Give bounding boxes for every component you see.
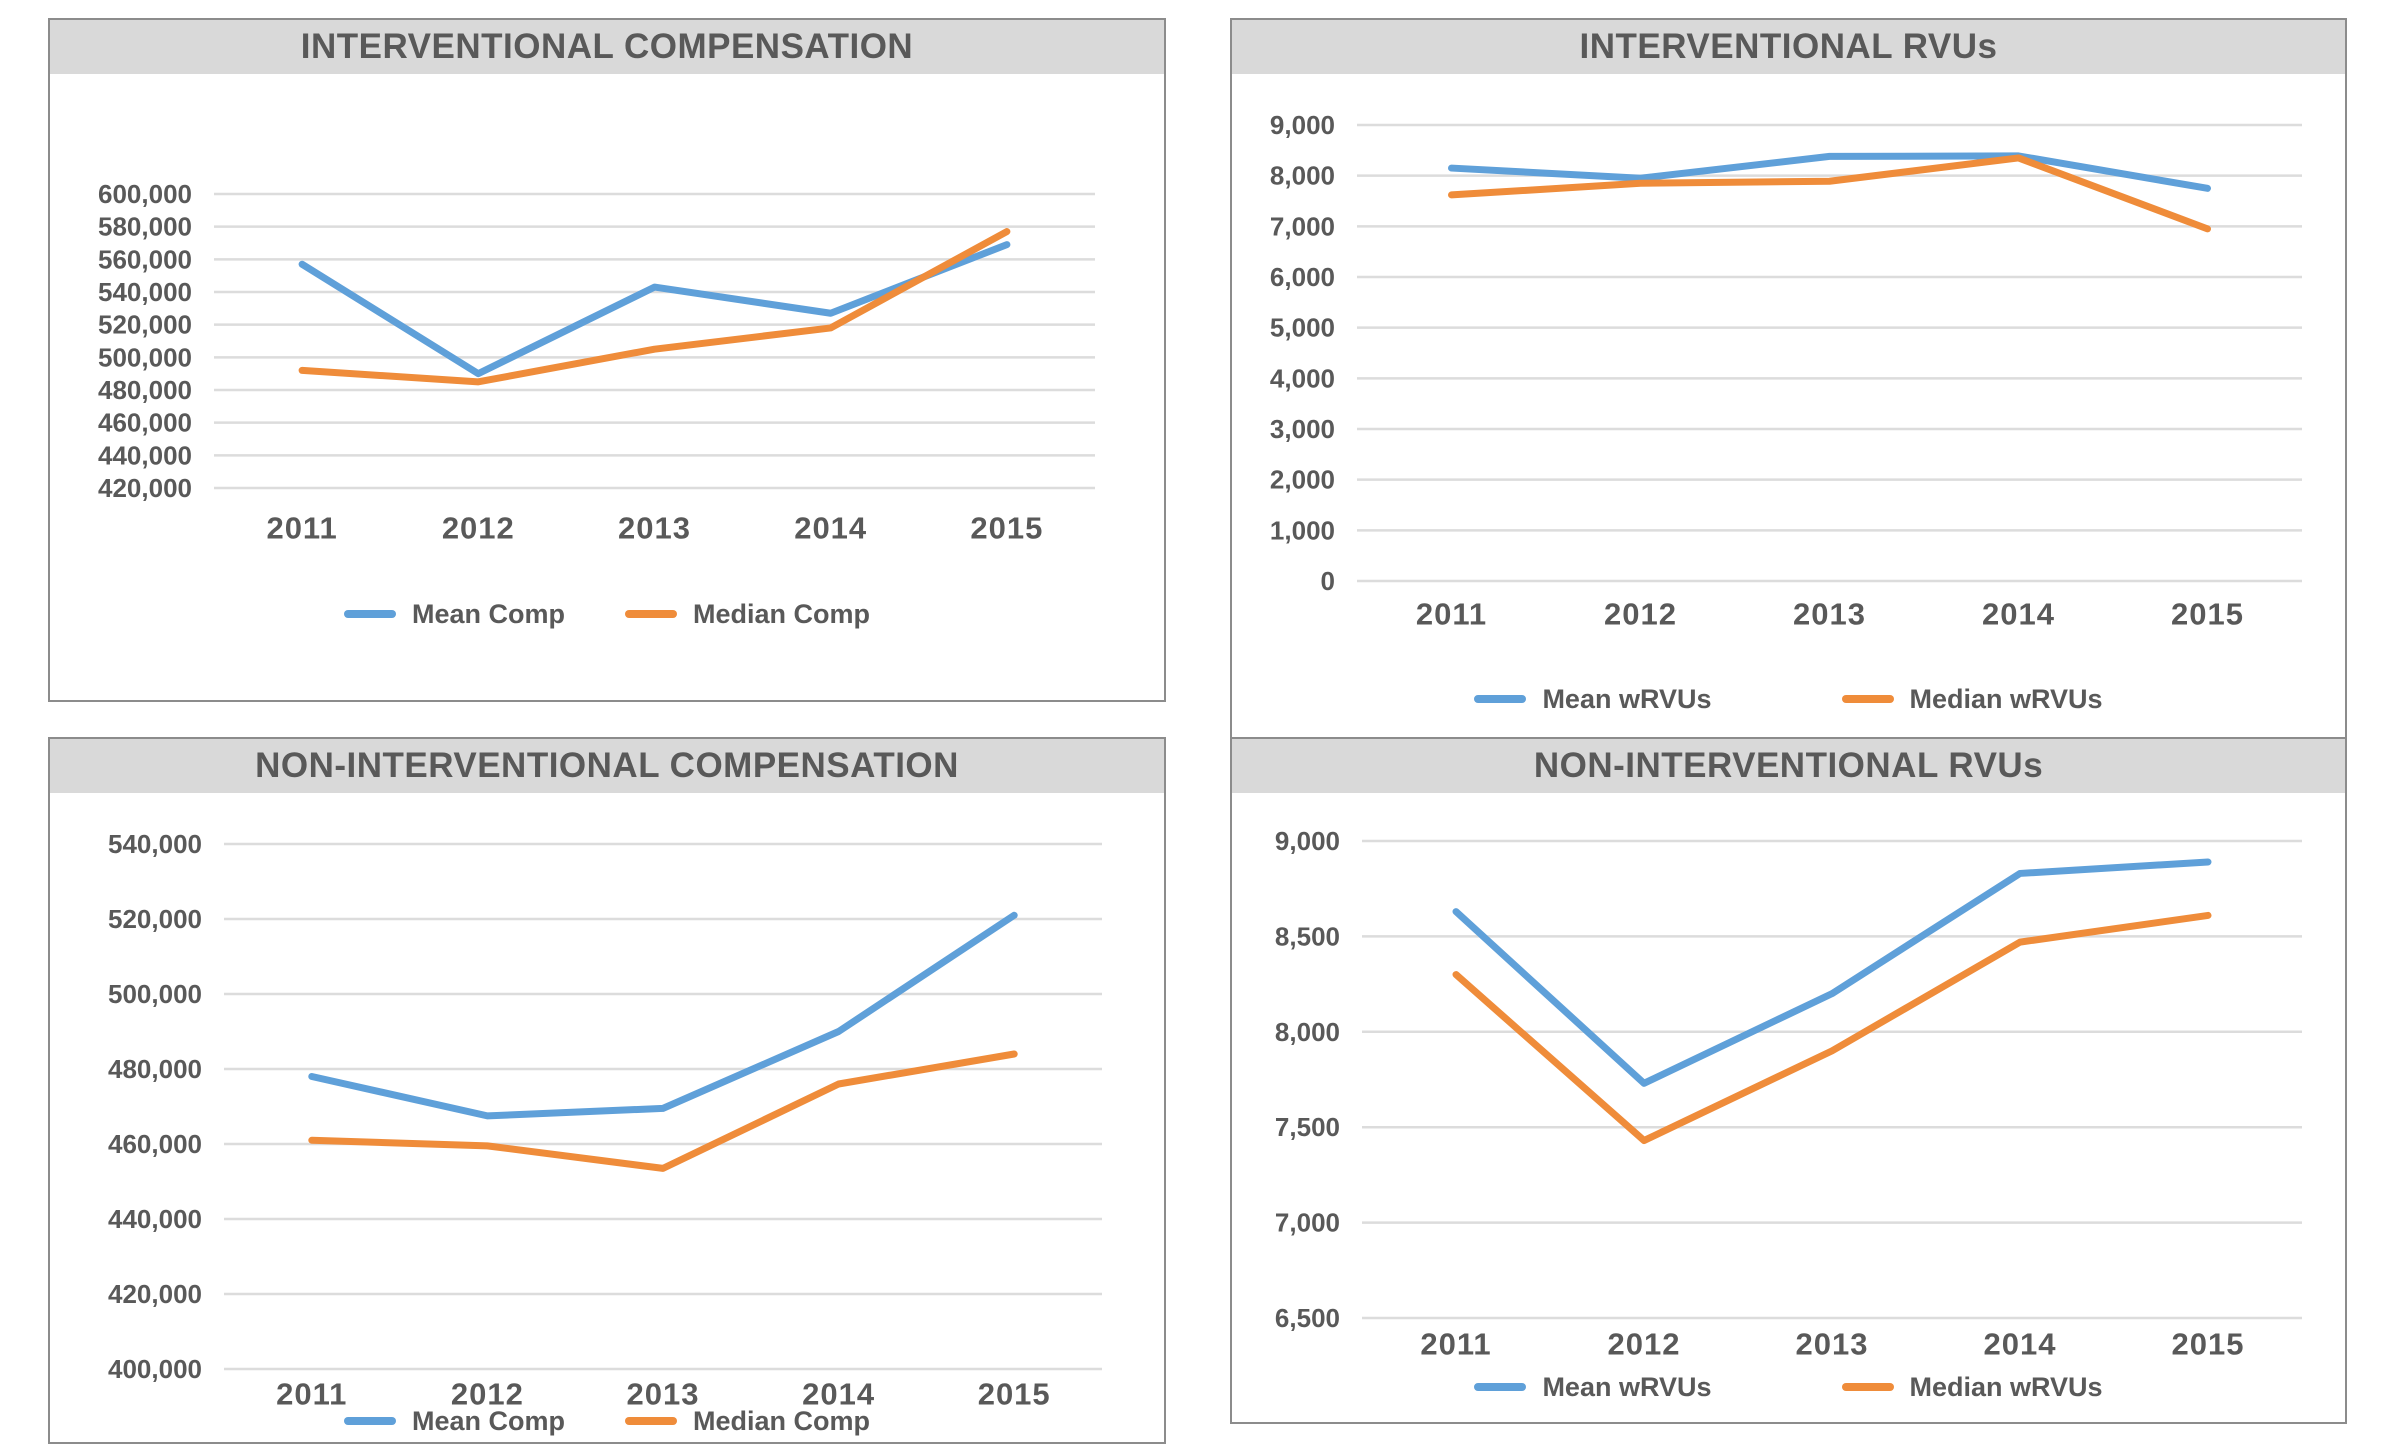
svg-text:2011: 2011 — [276, 1377, 347, 1412]
legend-label-mean: Mean wRVUs — [1542, 683, 1712, 714]
svg-text:8,500: 8,500 — [1275, 921, 1340, 951]
interventional-compensation-panel: INTERVENTIONAL COMPENSATION 600,000 580,0… — [48, 18, 1166, 702]
interventional-compensation-line-chart: 600,000580,000560,000540,000520,000500,0… — [98, 179, 1095, 546]
legend-label-median: Median wRVUs — [1909, 683, 2103, 714]
legend-label-median: Median Comp — [693, 1405, 871, 1436]
non-interventional-compensation-title: NON-INTERVENTIONAL COMPENSATION — [50, 739, 1164, 793]
non-interventional-rvus-line-chart: 9,000 8,500 8,000 7,500 7,000 6,500 2011 2012 20… — [1275, 826, 2302, 1362]
svg-text:480,000: 480,000 — [98, 375, 192, 405]
svg-text:2,000: 2,000 — [1270, 465, 1335, 495]
svg-text:420,000: 420,000 — [98, 473, 192, 503]
legend-label-mean: Mean wRVUs — [1542, 1371, 1712, 1402]
svg-text:2013: 2013 — [1793, 597, 1866, 632]
svg-text:3,000: 3,000 — [1270, 414, 1335, 444]
mean-line-swatch — [1474, 695, 1527, 703]
legend-item-mean: Mean wRVUs — [1474, 683, 1712, 715]
non-interventional-rvus-panel: NON-INTERVENTIONAL RVUs 9,000 8,500 8,000 7… — [1230, 737, 2347, 1424]
mean-line-swatch — [343, 1417, 396, 1425]
svg-text:2015: 2015 — [2172, 1327, 2245, 1362]
svg-text:2011: 2011 — [1420, 1327, 1491, 1362]
svg-text:8,000: 8,000 — [1275, 1017, 1340, 1047]
svg-text:440,000: 440,000 — [108, 1204, 202, 1234]
legend-item-mean: Mean wRVUs — [1474, 1371, 1712, 1403]
svg-text:6,500: 6,500 — [1275, 1303, 1340, 1333]
svg-text:7,000: 7,000 — [1270, 211, 1335, 241]
svg-text:2015: 2015 — [978, 1377, 1051, 1412]
svg-text:520,000: 520,000 — [98, 310, 192, 340]
non-interventional-rvus-title: NON-INTERVENTIONAL RVUs — [1232, 739, 2345, 793]
legend-label-median: Median Comp — [693, 598, 871, 629]
svg-text:520,000: 520,000 — [108, 904, 202, 934]
legend-label-median: Median wRVUs — [1909, 1371, 2103, 1402]
median-line-swatch — [1841, 1383, 1894, 1391]
interventional-compensation-legend: Mean Comp Median Comp — [50, 592, 1164, 636]
svg-text:540,000: 540,000 — [108, 829, 202, 859]
legend-item-median: Median Comp — [625, 599, 870, 630]
interventional-compensation-title: INTERVENTIONAL COMPENSATION — [50, 20, 1164, 74]
non-interventional-compensation-line-chart: 540,000 520,000 500,000 480,000 460,000 440,0… — [108, 829, 1102, 1412]
median-line-swatch — [625, 610, 677, 618]
interventional-rvus-title: INTERVENTIONAL RVUs — [1232, 20, 2345, 74]
non-interventional-compensation-panel: NON-INTERVENTIONAL COMPENSATION 540,000 5… — [48, 737, 1166, 1444]
svg-text:2012: 2012 — [1608, 1327, 1681, 1362]
svg-text:2012: 2012 — [442, 511, 515, 546]
svg-text:0: 0 — [1321, 566, 1335, 596]
svg-text:420,000: 420,000 — [108, 1279, 202, 1309]
svg-text:2013: 2013 — [1796, 1327, 1869, 1362]
svg-text:2011: 2011 — [266, 511, 337, 546]
legend-item-median: Median wRVUs — [1841, 1371, 2103, 1403]
svg-text:560,000: 560,000 — [98, 244, 192, 274]
median-line-swatch — [625, 1417, 677, 1425]
legend-item-median: Median wRVUs — [1841, 683, 2103, 715]
mean-line-swatch — [343, 610, 396, 618]
svg-text:4,000: 4,000 — [1270, 363, 1335, 393]
svg-text:2012: 2012 — [1604, 597, 1677, 632]
svg-text:7,500: 7,500 — [1275, 1112, 1340, 1142]
svg-text:6,000: 6,000 — [1270, 262, 1335, 292]
svg-text:500,000: 500,000 — [108, 979, 202, 1009]
svg-text:460,000: 460,000 — [98, 408, 192, 438]
mean-line-swatch — [1474, 1383, 1527, 1391]
svg-text:2013: 2013 — [627, 1377, 700, 1412]
svg-text:1,000: 1,000 — [1270, 515, 1335, 545]
svg-text:5,000: 5,000 — [1270, 313, 1335, 343]
svg-text:2011: 2011 — [1416, 597, 1487, 632]
svg-text:9,000: 9,000 — [1270, 110, 1335, 140]
interventional-rvus-panel: INTERVENTIONAL RVUs 9,000 8,000 7,000 6,000… — [1230, 18, 2347, 760]
svg-text:2014: 2014 — [802, 1377, 875, 1412]
svg-text:480,000: 480,000 — [108, 1054, 202, 1084]
legend-item-mean: Mean Comp — [343, 1405, 565, 1437]
non-interventional-rvus-legend: Mean wRVUs Median wRVUs — [1232, 1365, 2345, 1409]
svg-text:2012: 2012 — [451, 1377, 524, 1412]
svg-text:400,000: 400,000 — [108, 1354, 202, 1384]
median-line-swatch — [1841, 695, 1894, 703]
svg-text:2014: 2014 — [1982, 597, 2055, 632]
svg-text:2015: 2015 — [970, 511, 1043, 546]
interventional-rvus-legend: Mean wRVUs Median wRVUs — [1232, 677, 2345, 721]
svg-text:9,000: 9,000 — [1275, 826, 1340, 856]
svg-text:600,000: 600,000 — [98, 179, 192, 209]
svg-text:460,000: 460,000 — [108, 1129, 202, 1159]
svg-text:500,000: 500,000 — [98, 342, 192, 372]
legend-item-median: Median Comp — [625, 1406, 870, 1437]
svg-text:2013: 2013 — [618, 511, 691, 546]
svg-text:2014: 2014 — [794, 511, 867, 546]
svg-text:2015: 2015 — [2171, 597, 2244, 632]
legend-label-mean: Mean Comp — [411, 598, 565, 629]
legend-item-mean: Mean Comp — [343, 598, 565, 630]
svg-text:580,000: 580,000 — [98, 212, 192, 242]
legend-label-mean: Mean Comp — [411, 1405, 565, 1436]
svg-text:540,000: 540,000 — [98, 277, 192, 307]
svg-text:440,000: 440,000 — [98, 440, 192, 470]
svg-text:8,000: 8,000 — [1270, 161, 1335, 191]
non-interventional-compensation-legend: Mean Comp Median Comp — [50, 1399, 1164, 1443]
svg-text:2014: 2014 — [1984, 1327, 2057, 1362]
interventional-rvus-line-chart: 9,000 8,000 7,000 6,000 5,000 4,000 3,000 2,000… — [1270, 110, 2302, 632]
svg-text:7,000: 7,000 — [1275, 1208, 1340, 1238]
